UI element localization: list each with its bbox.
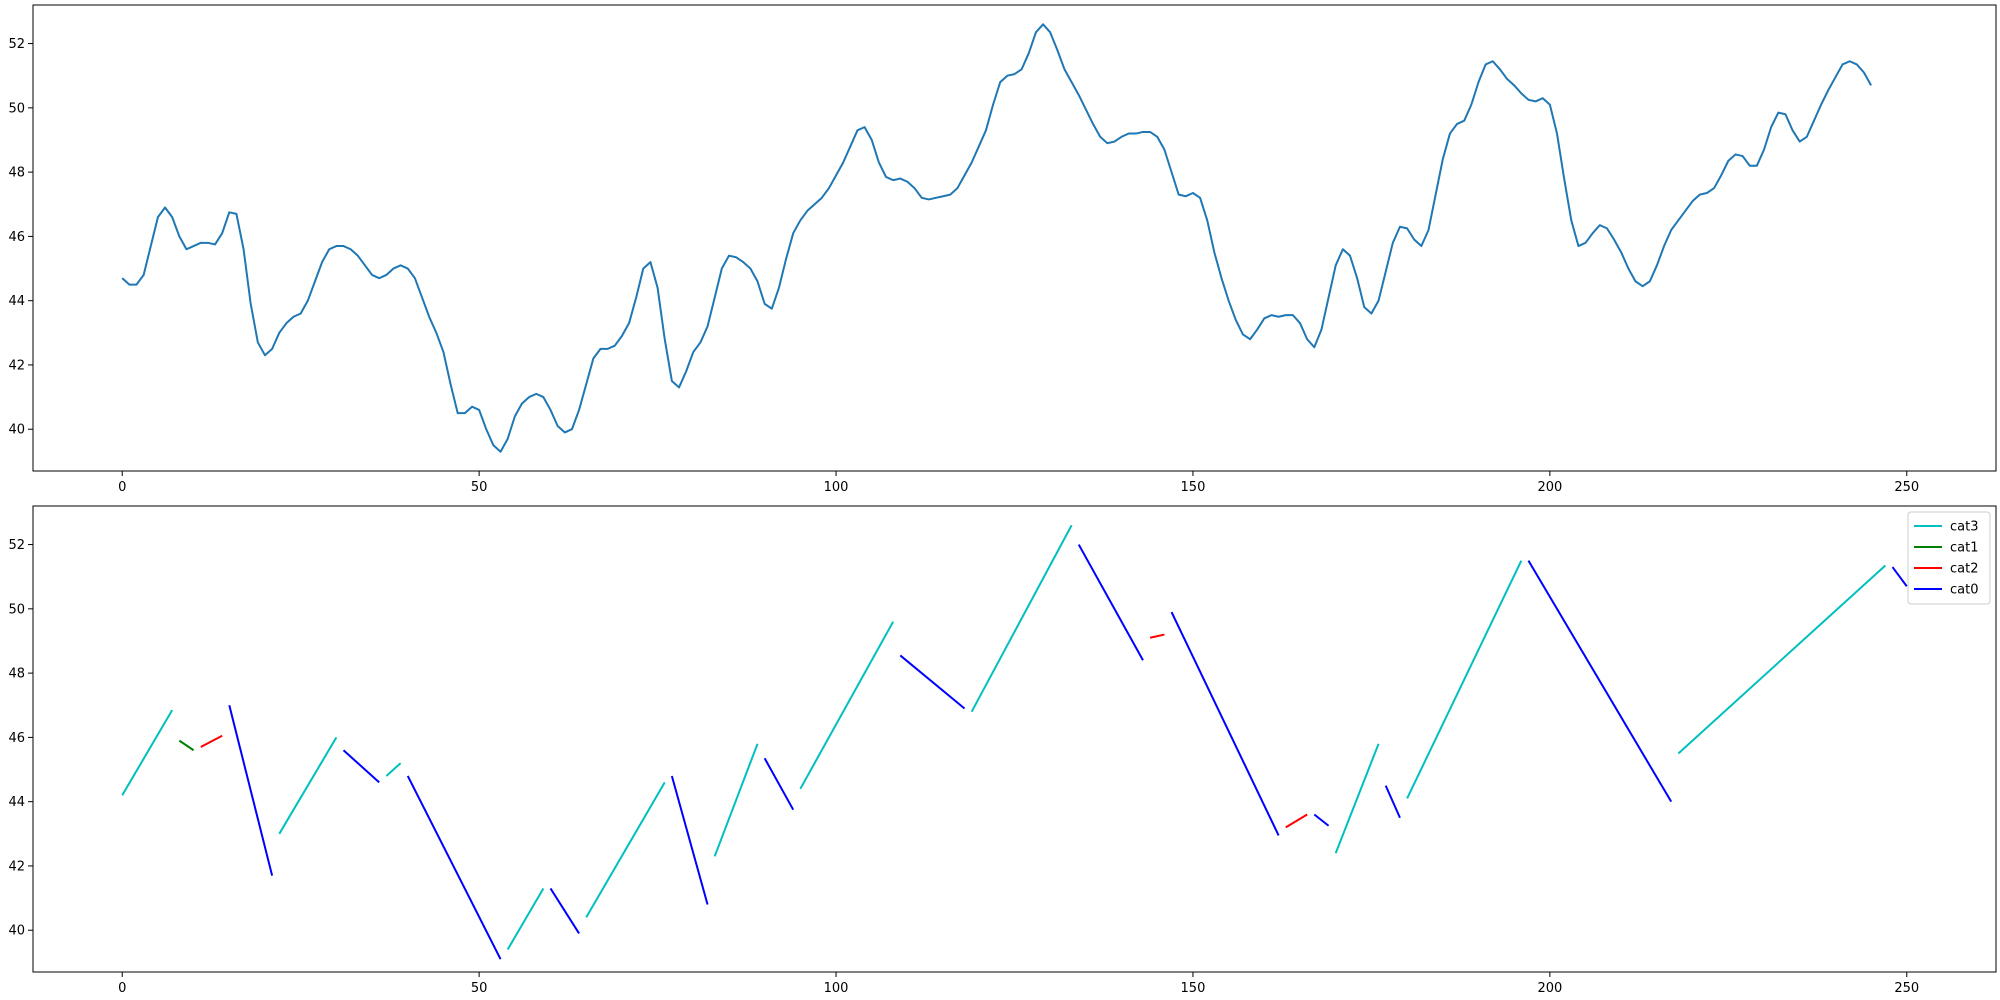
segment-cat0 xyxy=(1891,566,1908,587)
y-tick-label: 46 xyxy=(8,230,25,245)
y-tick-label: 46 xyxy=(8,731,25,746)
segment-cat1 xyxy=(178,739,195,752)
y-tick-label: 50 xyxy=(8,602,25,617)
segment-cat0 xyxy=(342,749,380,784)
y-tick-label: 52 xyxy=(8,538,25,553)
plot-frame xyxy=(32,505,1997,973)
segment-cat0 xyxy=(1170,611,1280,836)
legend-label: cat1 xyxy=(1950,541,1978,556)
x-tick-label: 200 xyxy=(1537,480,1562,495)
x-tick-label: 150 xyxy=(1181,480,1206,495)
x-tick-label: 150 xyxy=(1181,981,1206,996)
series-line xyxy=(121,23,1872,453)
x-tick-label: 250 xyxy=(1894,480,1919,495)
segment-cat0 xyxy=(1077,544,1144,661)
segment-cat2 xyxy=(1285,813,1308,829)
segment-cat0 xyxy=(406,775,502,960)
segment-cat0 xyxy=(1527,560,1673,803)
segment-cat0 xyxy=(228,705,274,876)
legend-box xyxy=(1907,511,1991,605)
segment-cat0 xyxy=(549,887,580,934)
y-tick-label: 42 xyxy=(8,358,25,373)
segment-cat2 xyxy=(200,734,223,748)
x-tick-label: 50 xyxy=(471,981,488,996)
x-tick-label: 100 xyxy=(824,981,849,996)
segment-cat3 xyxy=(1677,564,1887,755)
segment-cat0 xyxy=(899,654,966,710)
segment-cat0 xyxy=(670,775,709,905)
y-tick-label: 40 xyxy=(8,423,25,438)
y-tick-label: 44 xyxy=(8,294,25,309)
segment-cat3 xyxy=(713,743,759,857)
y-tick-label: 40 xyxy=(8,924,25,939)
segment-cat3 xyxy=(385,762,402,777)
y-tick-label: 48 xyxy=(8,166,25,181)
chart-1: 40 42 44 46 48 50 52 0 50 100 150 200 250 xyxy=(8,4,1997,495)
segment-cat2 xyxy=(1149,633,1165,639)
y-tick-label: 48 xyxy=(8,667,25,682)
x-tick-label: 0 xyxy=(118,981,126,996)
legend: cat3 cat1 cat2 cat0 xyxy=(1907,511,1991,605)
segment-cat0 xyxy=(1384,785,1401,819)
segment-cat0 xyxy=(763,757,795,811)
segment-cat3 xyxy=(799,621,895,790)
y-tick-label: 44 xyxy=(8,795,25,810)
legend-label: cat3 xyxy=(1950,520,1978,535)
segment-cat3 xyxy=(121,709,174,796)
y-tick-label: 42 xyxy=(8,859,25,874)
segment-cat3 xyxy=(506,887,545,951)
legend-label: cat2 xyxy=(1950,562,1978,577)
segment-cat3 xyxy=(585,781,666,918)
legend-label: cat0 xyxy=(1950,583,1978,598)
plot-frame xyxy=(32,4,1997,472)
x-tick-label: 50 xyxy=(471,480,488,495)
segment-cat3 xyxy=(970,524,1073,713)
y-tick-label: 50 xyxy=(8,101,25,116)
x-tick-label: 0 xyxy=(118,480,126,495)
segment-cat3 xyxy=(1334,743,1380,854)
segment-cat0 xyxy=(1313,813,1330,827)
segment-cat3 xyxy=(1406,560,1523,799)
x-tick-label: 200 xyxy=(1537,981,1562,996)
x-tick-label: 100 xyxy=(824,480,849,495)
y-tick-label: 52 xyxy=(8,37,25,52)
x-tick-label: 250 xyxy=(1894,981,1919,996)
segment-cat3 xyxy=(278,736,338,835)
